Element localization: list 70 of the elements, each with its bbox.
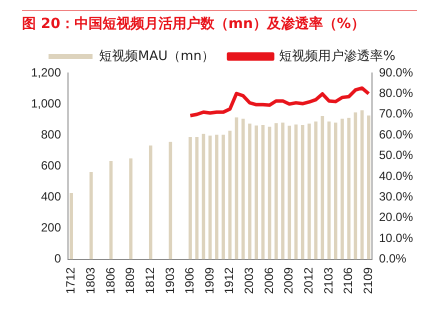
legend-label: 短视频用户渗透率% [279,48,396,64]
bar [314,121,318,260]
bar [367,116,370,260]
x-tick-label: 1812 [142,266,157,294]
y-tick-label: 1,000 [31,96,62,110]
bar [188,136,192,260]
y2-tick-label: 80.0% [378,86,414,100]
y2-tick-label: 10.0% [378,230,414,245]
bar [340,118,344,260]
bar [195,136,199,260]
y2-tick-label: 40.0% [378,168,414,183]
y2-tick-label: 50.0% [378,148,414,162]
bar [320,116,324,260]
bar [268,126,272,260]
bar [308,124,311,260]
y2-tick-label: 70.0% [378,106,414,121]
bar [274,123,278,260]
x-tick-label: 1806 [103,266,118,294]
bar [261,125,265,260]
bar [70,193,73,260]
bar [148,146,152,260]
bar [281,122,284,260]
y-tick-label: 800 [41,127,62,142]
y-tick-label: 1,200 [31,65,62,80]
y-tick-label: 400 [41,190,62,204]
bar [347,118,350,260]
bar [241,118,245,260]
bar [129,158,132,260]
bar [90,172,93,260]
bar [334,122,338,260]
x-tick-label: 2012 [302,266,316,294]
y2-tick-label: 90.0% [378,65,414,80]
bar [327,121,331,260]
y2-tick-label: 0.0% [378,252,407,266]
x-tick-label: 2006 [262,266,276,294]
x-tick-label: 2009 [282,266,296,294]
bar [228,130,232,260]
legend-label: 短视频MAU（mn） [99,48,215,64]
bar [202,134,206,260]
x-tick-label: 1903 [162,266,177,294]
x-tick-label: 1809 [123,266,138,294]
bar [168,142,172,260]
x-tick-label: 2103 [321,266,336,294]
bar [254,125,258,260]
x-tick-label: 2109 [360,266,375,294]
bar [294,124,298,260]
x-tick-label: 1803 [83,266,98,294]
bar [300,125,304,260]
x-tick-label: 1712 [64,266,78,294]
bar [354,112,358,260]
x-tick-label: 1909 [202,266,216,294]
y2-tick-label: 60.0% [378,127,414,142]
x-tick-label: 2003 [242,266,256,294]
x-tick-label: 1906 [182,266,197,294]
x-tick-label: 1912 [222,266,236,294]
bar [208,136,212,260]
bar [234,117,238,260]
bar [360,110,364,260]
bar [215,134,218,260]
x-tick-label: 2106 [341,266,356,294]
bar [109,161,113,260]
y2-tick-label: 30.0% [378,190,414,204]
y2-tick-label: 20.0% [378,210,414,224]
chart-title: 图 20：中国短视频月活用户数（mn）及渗透率（%） [22,10,417,33]
bar [288,126,292,260]
bar [248,124,252,260]
y-tick-label: 0 [54,252,62,266]
y-tick-label: 200 [41,220,62,235]
y-tick-label: 600 [41,158,62,172]
bar [222,134,225,260]
